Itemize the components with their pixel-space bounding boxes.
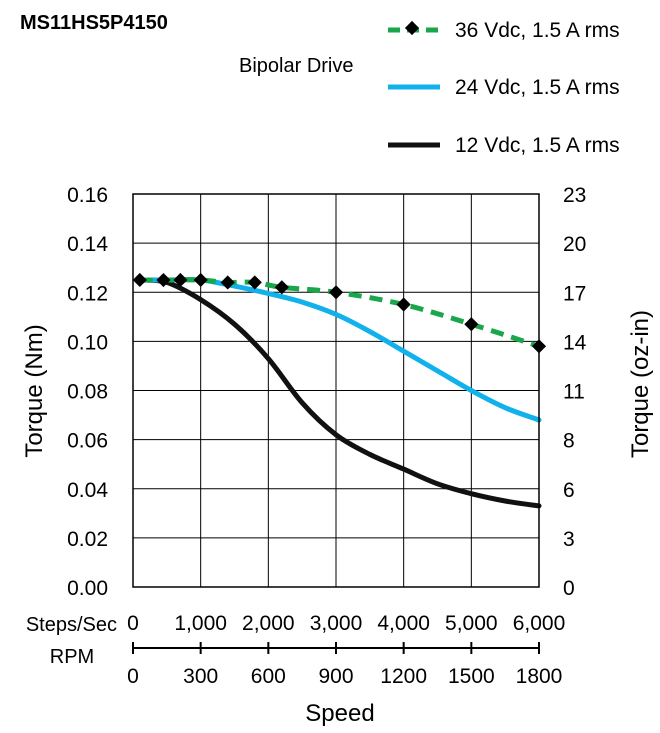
y-tick-label-left: 0.08: [67, 381, 108, 404]
y-tick-label-left: 0.16: [67, 184, 108, 207]
x-axis-rpm-ticks: 0 300 600 900 1200 1500 1800: [127, 665, 562, 688]
data-point-36v: [193, 272, 208, 288]
legend-item-36v: 36 Vdc, 1.5 A rms: [388, 19, 620, 42]
x-row-label-steps: Steps/Sec: [26, 614, 117, 636]
series-line-12v: [137, 277, 542, 509]
x-tick-label-steps: 5,000: [445, 612, 498, 635]
y-tick-label-left: 0.04: [67, 479, 108, 502]
y-axis-right-label: Torque (oz-in): [627, 310, 654, 458]
legend-label-36v: 36 Vdc, 1.5 A rms: [455, 19, 620, 42]
data-point-36v: [464, 317, 479, 332]
plot-frame: [132, 193, 540, 588]
y-tick-label-left: 0.14: [67, 233, 108, 256]
x-row-label-rpm: RPM: [50, 646, 94, 668]
y-axis-right-ticks: 0 3 6 8 11 14 17 20 23: [563, 184, 587, 600]
y-axis-left-ticks: 0.00 0.02 0.04 0.06 0.08 0.10 0.12 0.14 0.16: [67, 184, 108, 600]
legend-marker-36v: [404, 20, 420, 36]
y-tick-label-right: 6: [563, 479, 575, 502]
x-tick-label-rpm: 1200: [380, 665, 427, 688]
x-tick-label-rpm: 900: [318, 665, 353, 688]
data-point-36v: [247, 275, 262, 290]
legend-item-12v: 12 Vdc, 1.5 A rms: [388, 134, 620, 157]
y-tick-label-right: 3: [563, 528, 575, 551]
x-tick-label-steps: 3,000: [310, 612, 363, 635]
chart-title: MS11HS5P4150: [20, 12, 168, 34]
data-point-36v: [328, 285, 344, 300]
data-point-36v: [156, 272, 171, 288]
x-tick-label-rpm: 1500: [448, 665, 495, 688]
y-tick-label-right: 11: [563, 381, 585, 404]
y-tick-label-left: 0.06: [67, 430, 108, 453]
y-tick-label-right: 14: [563, 331, 587, 354]
x-tick-label-rpm: 1800: [516, 665, 563, 688]
data-point-36v: [396, 297, 411, 312]
x-tick-label-rpm: 300: [183, 665, 218, 688]
y-tick-label-right: 23: [563, 184, 586, 207]
y-tick-label-right: 20: [563, 233, 586, 256]
x-tick-label-rpm: 0: [127, 665, 139, 688]
y-tick-label-right: 17: [563, 282, 586, 305]
x-tick-label-steps: 1,000: [174, 612, 227, 635]
data-point-36v: [220, 275, 235, 290]
x-tick-label-steps: 6,000: [513, 612, 566, 635]
x-axis-label: Speed: [305, 700, 374, 727]
x-tick-label-steps: 4,000: [377, 612, 430, 635]
x-axis-steps-ticks: 0 1,000 2,000 3,000 4,000 5,000 6,000: [127, 612, 565, 635]
y-tick-label-left: 0.12: [67, 282, 108, 305]
legend-label-12v: 12 Vdc, 1.5 A rms: [455, 134, 620, 157]
y-tick-label-left: 0.10: [67, 331, 108, 354]
y-tick-label-right: 0: [563, 577, 575, 600]
series-layer: [132, 272, 547, 509]
legend-label-24v: 24 Vdc, 1.5 A rms: [455, 76, 620, 99]
y-tick-label-right: 8: [563, 430, 575, 453]
legend: 36 Vdc, 1.5 A rms 24 Vdc, 1.5 A rms 12 V…: [388, 19, 620, 157]
grid: [132, 193, 540, 588]
x-tick-label-steps: 0: [127, 612, 139, 635]
y-tick-label-left: 0.00: [67, 577, 108, 600]
chart-subtitle: Bipolar Drive: [239, 55, 353, 77]
y-axis-left-label: Torque (Nm): [21, 324, 48, 457]
y-tick-label-left: 0.02: [67, 528, 108, 551]
data-point-36v: [132, 272, 147, 288]
x-axis-rpm-tickmarks: [132, 642, 540, 654]
x-tick-label-steps: 2,000: [242, 612, 295, 635]
x-tick-label-rpm: 600: [251, 665, 286, 688]
legend-item-24v: 24 Vdc, 1.5 A rms: [388, 76, 620, 99]
